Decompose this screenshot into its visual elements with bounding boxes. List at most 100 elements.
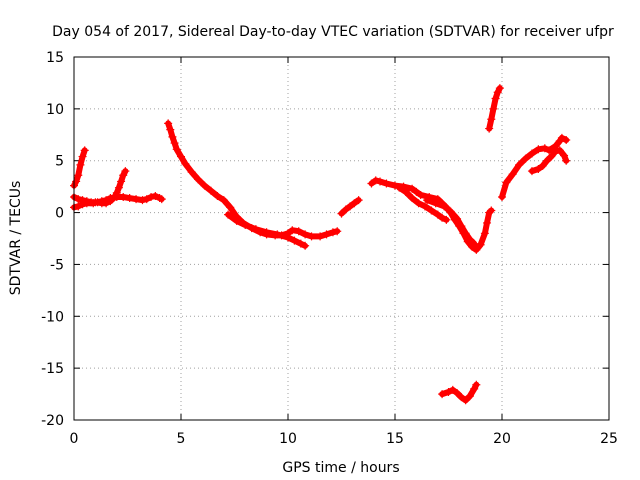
x-tick-label: 10	[279, 431, 297, 447]
data-point	[433, 210, 442, 219]
data-point	[328, 228, 337, 237]
data-point	[527, 167, 536, 176]
data-point	[495, 84, 504, 93]
data-point	[453, 214, 462, 223]
data-point	[534, 165, 543, 174]
data-point	[371, 176, 380, 185]
data-point	[480, 229, 489, 238]
data-point	[251, 225, 260, 234]
y-tick-labels: -20 -15 -10 -5 0 5 10 15	[41, 50, 64, 429]
data-point	[521, 154, 530, 163]
data-point	[138, 196, 147, 205]
data-point	[119, 171, 128, 180]
data-point	[382, 179, 391, 188]
data-point	[78, 200, 87, 209]
data-point	[515, 160, 524, 169]
series-seg9	[424, 197, 478, 247]
data-point	[333, 227, 342, 236]
data-point	[301, 230, 310, 239]
data-point	[508, 170, 517, 179]
data-point	[560, 151, 569, 160]
data-point	[485, 124, 494, 133]
data-point	[132, 195, 141, 204]
y-tick-label: 0	[55, 206, 64, 222]
data-point	[465, 235, 474, 244]
data-point	[337, 209, 346, 218]
data-point	[367, 179, 376, 188]
data-point	[470, 239, 479, 248]
data-point	[498, 193, 506, 202]
data-point	[461, 396, 470, 405]
data-point	[74, 202, 83, 211]
data-point	[461, 229, 470, 238]
data-point	[106, 194, 115, 203]
data-point	[442, 215, 451, 224]
data-point	[416, 190, 425, 199]
data-point	[420, 202, 429, 211]
y-tick-label: 5	[55, 154, 64, 170]
data-point	[448, 385, 457, 394]
data-point	[502, 178, 511, 187]
data-point	[72, 177, 81, 186]
data-point	[542, 156, 551, 165]
data-point	[453, 389, 462, 398]
data-point	[341, 205, 350, 214]
data-point	[414, 199, 423, 208]
data-point	[316, 232, 325, 241]
y-tick-label: 15	[46, 50, 64, 66]
data-point	[301, 241, 310, 250]
data-point	[562, 135, 571, 144]
y-tick-label: -5	[50, 257, 64, 273]
data-point	[284, 233, 292, 242]
data-point	[346, 202, 355, 211]
data-point	[444, 387, 453, 396]
data-point	[540, 144, 549, 153]
series-seg4	[165, 120, 341, 240]
data-point	[350, 199, 359, 208]
x-tick-labels: 0 5 10 15 20 25	[70, 431, 618, 447]
data-point	[288, 226, 297, 235]
data-point	[431, 199, 440, 208]
data-point	[534, 145, 543, 154]
series-seg5	[225, 211, 309, 249]
data-point	[562, 156, 571, 165]
data-point	[527, 149, 536, 158]
data-point	[489, 104, 498, 113]
data-point	[555, 146, 564, 155]
data-point	[457, 393, 466, 402]
x-tick-label: 25	[600, 431, 618, 447]
data-point	[438, 390, 447, 399]
y-tick-label: -20	[41, 413, 64, 429]
data-point	[423, 196, 432, 205]
data-point	[147, 193, 156, 202]
data-point	[181, 159, 190, 168]
data-point	[354, 196, 363, 205]
data-point	[219, 196, 228, 205]
data-point	[491, 94, 500, 103]
data-point	[200, 181, 209, 190]
data-point	[440, 202, 449, 211]
data-point	[114, 183, 123, 192]
data-point	[262, 228, 271, 237]
data-point	[307, 232, 316, 241]
data-point	[117, 177, 126, 186]
data-series	[70, 84, 571, 405]
data-point	[427, 206, 436, 215]
data-point	[545, 146, 554, 155]
data-point	[168, 132, 177, 141]
data-point	[472, 245, 481, 254]
data-point	[232, 216, 241, 225]
data-point	[74, 171, 83, 180]
data-point	[93, 198, 102, 207]
x-axis-label: GPS time / hours	[282, 460, 399, 476]
data-point	[294, 227, 303, 236]
data-point	[125, 194, 134, 203]
y-tick-label: 10	[46, 102, 64, 118]
grid-lines	[74, 57, 609, 420]
data-point	[89, 199, 98, 208]
data-point	[296, 239, 305, 248]
x-tick-label: 5	[177, 431, 186, 447]
data-point	[74, 195, 83, 204]
data-point	[401, 187, 410, 196]
